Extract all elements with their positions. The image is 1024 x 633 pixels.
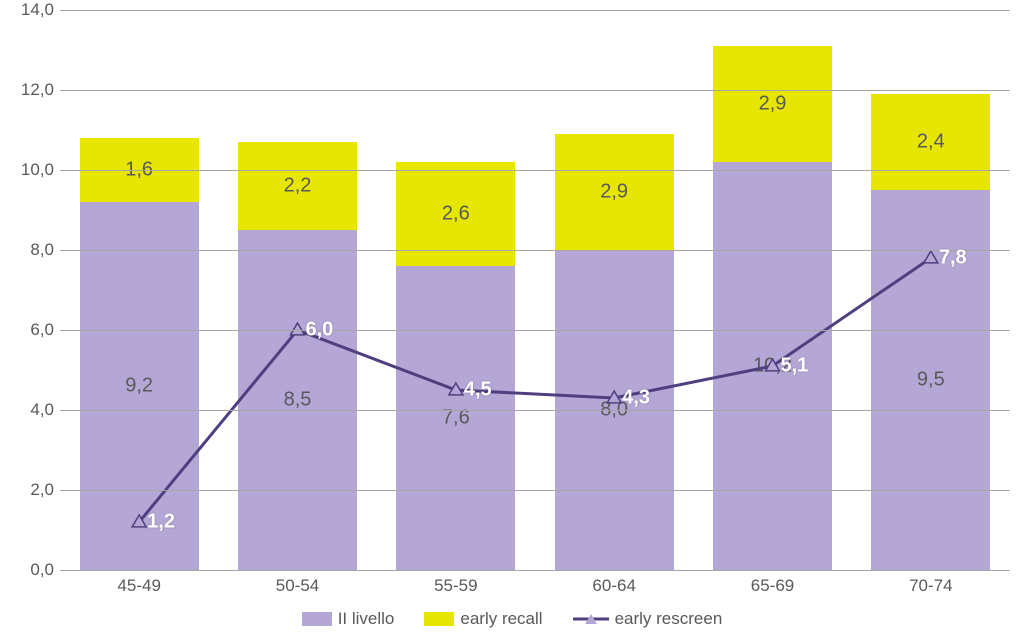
line-value-label: 5,1 (781, 355, 809, 378)
legend: II livello early recall early rescreen (0, 609, 1024, 629)
y-tick-label: 4,0 (30, 400, 54, 420)
line-series (139, 258, 931, 522)
gridline (60, 410, 1010, 411)
line-marker-triangle-icon (766, 359, 780, 371)
legend-swatch-icon (302, 612, 332, 626)
y-tick-label: 12,0 (21, 80, 54, 100)
legend-label: II livello (338, 609, 395, 629)
legend-line-icon (573, 612, 609, 626)
y-tick-label: 0,0 (30, 560, 54, 580)
legend-item: II livello (302, 609, 395, 629)
line-value-label: 6,0 (306, 319, 334, 342)
legend-item: early recall (424, 609, 542, 629)
line-value-label: 7,8 (939, 247, 967, 270)
line-value-label: 1,2 (147, 511, 175, 534)
gridline (60, 250, 1010, 251)
y-tick-label: 6,0 (30, 320, 54, 340)
chart-container: 9,21,68,52,27,62,68,02,910,22,99,52,4 1,… (0, 0, 1024, 633)
line-marker-triangle-icon (291, 323, 305, 335)
line-value-label: 4,3 (622, 387, 650, 410)
y-tick-label: 14,0 (21, 0, 54, 20)
x-tick-label: 70-74 (909, 576, 952, 596)
gridline (60, 570, 1010, 571)
y-tick-label: 8,0 (30, 240, 54, 260)
legend-item: early rescreen (573, 609, 723, 629)
y-tick-label: 10,0 (21, 160, 54, 180)
gridline (60, 330, 1010, 331)
legend-label: early rescreen (615, 609, 723, 629)
x-tick-label: 60-64 (592, 576, 635, 596)
plot-area: 9,21,68,52,27,62,68,02,910,22,99,52,4 1,… (60, 10, 1010, 570)
x-tick-label: 55-59 (434, 576, 477, 596)
gridline (60, 90, 1010, 91)
gridline (60, 10, 1010, 11)
x-tick-label: 45-49 (117, 576, 160, 596)
legend-swatch-icon (424, 612, 454, 626)
x-tick-label: 65-69 (751, 576, 794, 596)
x-tick-label: 50-54 (276, 576, 319, 596)
line-marker-triangle-icon (924, 251, 938, 263)
y-tick-label: 2,0 (30, 480, 54, 500)
gridline (60, 170, 1010, 171)
line-value-label: 4,5 (464, 379, 492, 402)
legend-label: early recall (460, 609, 542, 629)
line-layer (60, 10, 1010, 570)
gridline (60, 490, 1010, 491)
